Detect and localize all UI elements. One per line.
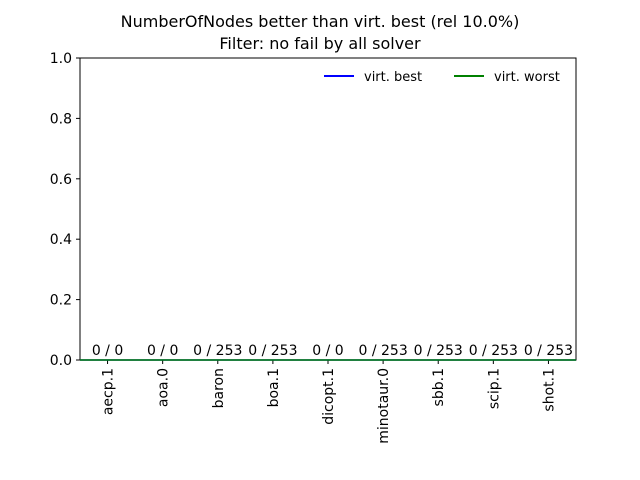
bar-data-label: 0 / 253 (469, 343, 518, 359)
y-tick-label: 0.2 (50, 293, 72, 309)
bar-data-label: 0 / 253 (193, 343, 242, 359)
x-tick-label: dicopt.1 (321, 368, 337, 425)
y-tick-label: 0.4 (50, 232, 72, 248)
bar-data-label: 0 / 253 (524, 343, 573, 359)
y-tick-label: 1.0 (50, 51, 72, 67)
x-tick-label: scip.1 (486, 368, 502, 409)
y-tick-label: 0.8 (50, 111, 72, 127)
x-tick-label: shot.1 (541, 368, 557, 412)
bar-data-label: 0 / 0 (312, 343, 343, 359)
bar-data-label: 0 / 253 (248, 343, 297, 359)
legend-label: virt. best (364, 70, 422, 85)
x-tick-label: aecp.1 (101, 368, 117, 415)
bar-data-label: 0 / 253 (358, 343, 407, 359)
x-tick-label: sbb.1 (431, 368, 447, 406)
x-tick-label: minotaur.0 (376, 368, 392, 444)
legend-label: virt. worst (494, 70, 560, 85)
bar-data-label: 0 / 0 (147, 343, 178, 359)
bar-data-label: 0 / 253 (414, 343, 463, 359)
x-tick-label: boa.1 (266, 368, 282, 407)
chart-subtitle: Filter: no fail by all solver (219, 34, 421, 53)
x-tick-label: aoa.0 (156, 368, 172, 407)
chart-title: NumberOfNodes better than virt. best (re… (120, 12, 520, 31)
bar-data-label: 0 / 0 (92, 343, 123, 359)
x-tick-label: baron (211, 368, 227, 408)
y-tick-label: 0.6 (50, 172, 72, 188)
plot-frame (79, 57, 577, 361)
y-tick-label: 0.0 (50, 353, 72, 369)
